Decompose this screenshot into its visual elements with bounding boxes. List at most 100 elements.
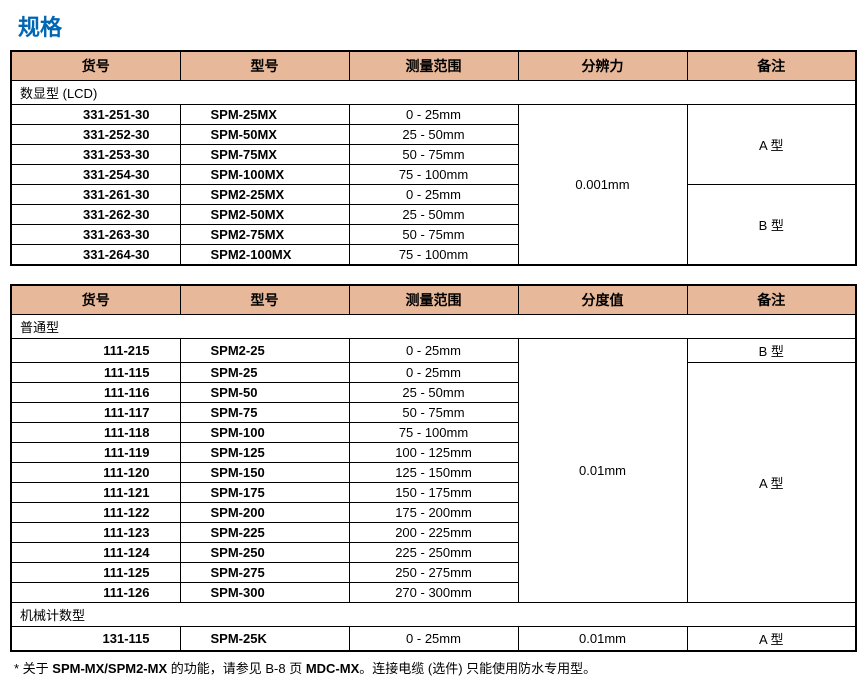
footnote-suffix: 。连接电缆 (选件) 只能使用防水专用型。 [359,661,596,676]
table-cell: 机械计数型 [11,603,856,627]
table-cell: 0 - 25mm [349,363,518,383]
footnote-prefix: * 关于 [14,661,52,676]
table-cell: 331-262-30 [11,205,180,225]
spec-table-1: 货号 型号 测量范围 分辨力 备注 数显型 (LCD)331-251-30SPM… [10,50,857,266]
table-cell: 125 - 150mm [349,463,518,483]
table-cell: SPM-100 [180,423,349,443]
footnote-bold2: MDC-MX [306,661,359,676]
table-cell: SPM-175 [180,483,349,503]
table-cell: 111-117 [11,403,180,423]
footnote: * 关于 SPM-MX/SPM2-MX 的功能，请参见 B-8 页 MDC-MX… [10,658,857,677]
section-row: 数显型 (LCD) [11,81,856,105]
header-remark: 备注 [687,285,856,315]
section-row: 机械计数型 [11,603,856,627]
table-cell: B 型 [687,339,856,363]
table-cell: 331-263-30 [11,225,180,245]
table-row: 111-115SPM-250 - 25mmA 型 [11,363,856,383]
table-cell: 331-261-30 [11,185,180,205]
table-cell: SPM-225 [180,523,349,543]
table-cell: 0.01mm [518,627,687,652]
footnote-mid: 的功能，请参见 B-8 页 [167,661,306,676]
table-header-row: 货号 型号 测量范围 分辨力 备注 [11,51,856,81]
table-cell: 0 - 25mm [349,339,518,363]
table-cell: 111-124 [11,543,180,563]
table-cell: 50 - 75mm [349,145,518,165]
table-cell: 331-264-30 [11,245,180,266]
table-cell: 111-126 [11,583,180,603]
table-cell: 250 - 275mm [349,563,518,583]
table-cell: 100 - 125mm [349,443,518,463]
header-model: 型号 [180,51,349,81]
table-cell: 111-123 [11,523,180,543]
table-cell: 111-125 [11,563,180,583]
header-range: 测量范围 [349,51,518,81]
table-cell: SPM-50 [180,383,349,403]
table-cell: 普通型 [11,315,856,339]
table-cell: 175 - 200mm [349,503,518,523]
table-cell: 111-215 [11,339,180,363]
table-cell: 25 - 50mm [349,383,518,403]
section-row: 普通型 [11,315,856,339]
header-graduation: 分度值 [518,285,687,315]
table-row: 131-115SPM-25K0 - 25mm0.01mmA 型 [11,627,856,652]
header-range: 测量范围 [349,285,518,315]
table-cell: SPM-75MX [180,145,349,165]
table-cell: SPM2-100MX [180,245,349,266]
table-cell: 111-122 [11,503,180,523]
table-cell: SPM-25K [180,627,349,652]
header-model: 型号 [180,285,349,315]
table-cell: 75 - 100mm [349,165,518,185]
table-cell: SPM2-25MX [180,185,349,205]
table-cell: 50 - 75mm [349,403,518,423]
table-cell: SPM-300 [180,583,349,603]
table-header-row: 货号 型号 测量范围 分度值 备注 [11,285,856,315]
table-cell: 111-121 [11,483,180,503]
table-cell: 0.01mm [518,339,687,603]
header-code: 货号 [11,51,180,81]
table-cell: 25 - 50mm [349,205,518,225]
table-row: 331-251-30SPM-25MX0 - 25mm0.001mmA 型 [11,105,856,125]
table-cell: 0 - 25mm [349,185,518,205]
table-cell: 331-253-30 [11,145,180,165]
table-cell: A 型 [687,627,856,652]
header-resolution: 分辨力 [518,51,687,81]
table-cell: 0 - 25mm [349,627,518,652]
table-cell: SPM-250 [180,543,349,563]
table-cell: 225 - 250mm [349,543,518,563]
table-cell: SPM2-50MX [180,205,349,225]
table-cell: 200 - 225mm [349,523,518,543]
table-cell: B 型 [687,185,856,266]
table-cell: 111-119 [11,443,180,463]
table-cell: 0 - 25mm [349,105,518,125]
table-cell: SPM-75 [180,403,349,423]
table-cell: 25 - 50mm [349,125,518,145]
table-cell: 150 - 175mm [349,483,518,503]
table-cell: 111-118 [11,423,180,443]
table-cell: 50 - 75mm [349,225,518,245]
table-cell: 331-254-30 [11,165,180,185]
table-cell: A 型 [687,105,856,185]
table-cell: SPM2-75MX [180,225,349,245]
table-cell: 111-120 [11,463,180,483]
header-remark: 备注 [687,51,856,81]
table-cell: 331-252-30 [11,125,180,145]
table-cell: 111-115 [11,363,180,383]
table-cell: SPM-275 [180,563,349,583]
table-row: 111-215SPM2-250 - 25mm0.01mmB 型 [11,339,856,363]
table-cell: 0.001mm [518,105,687,266]
table-row: 331-261-30SPM2-25MX0 - 25mmB 型 [11,185,856,205]
table-cell: SPM-150 [180,463,349,483]
table-cell: SPM-200 [180,503,349,523]
table-cell: 数显型 (LCD) [11,81,856,105]
table-cell: SPM-100MX [180,165,349,185]
header-code: 货号 [11,285,180,315]
table-cell: 75 - 100mm [349,423,518,443]
table-cell: 270 - 300mm [349,583,518,603]
spec-table-2: 货号 型号 测量范围 分度值 备注 普通型111-215SPM2-250 - 2… [10,284,857,652]
table-cell: SPM-125 [180,443,349,463]
table-cell: SPM-50MX [180,125,349,145]
page-title: 规格 [10,10,857,42]
footnote-bold1: SPM-MX/SPM2-MX [52,661,167,676]
table-cell: 111-116 [11,383,180,403]
table-cell: 331-251-30 [11,105,180,125]
